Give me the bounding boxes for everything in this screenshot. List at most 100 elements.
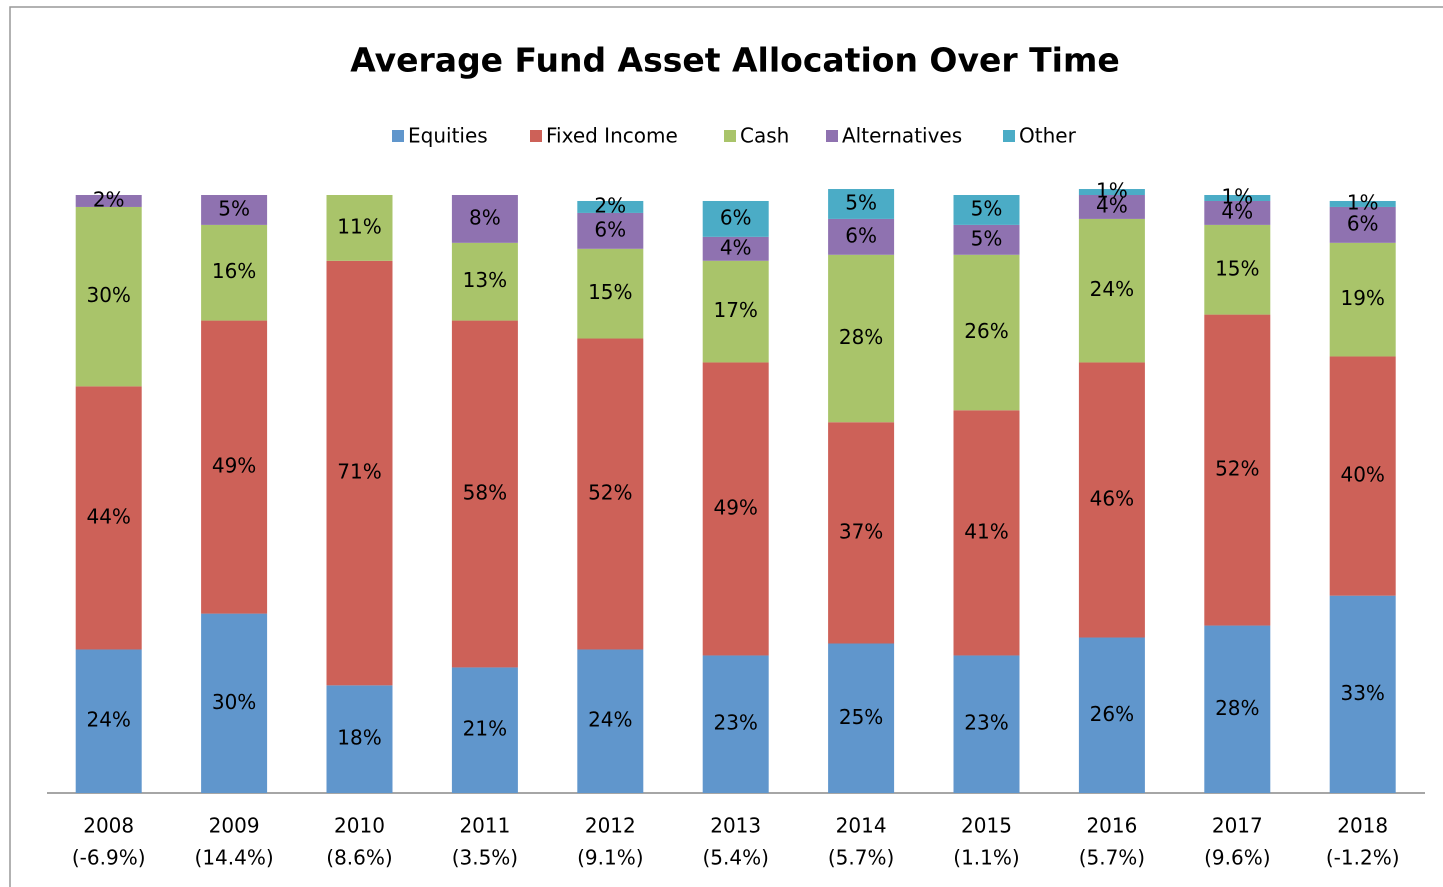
data-label: 30%	[86, 283, 130, 307]
data-label: 41%	[964, 519, 1008, 543]
bar-segment	[577, 212, 644, 249]
chart-frame	[9, 6, 1443, 887]
bar-segment	[1204, 224, 1271, 315]
bar-segment	[828, 254, 895, 423]
bar-segment	[451, 320, 518, 668]
x-tick-sublabel: (5.7%)	[1079, 846, 1145, 870]
data-label: 4%	[1096, 193, 1128, 217]
data-label: 49%	[212, 454, 256, 478]
data-label: 26%	[1090, 702, 1134, 726]
data-label: 6%	[594, 217, 626, 241]
data-label: 23%	[713, 711, 757, 735]
bar-segment	[828, 422, 895, 644]
x-tick-label: 2017	[1212, 814, 1263, 838]
bar-segment	[1204, 195, 1271, 201]
bar-segment	[1329, 242, 1396, 357]
bar-segment	[1078, 362, 1145, 638]
data-label: 11%	[337, 214, 381, 238]
x-tick-sublabel: (-6.9%)	[72, 846, 146, 870]
bar-segment	[326, 260, 393, 686]
data-label: 15%	[588, 280, 632, 304]
bar-segment	[75, 195, 142, 207]
data-label: 4%	[1221, 199, 1253, 223]
data-label: 71%	[337, 460, 381, 484]
x-tick-sublabel: (9.6%)	[1204, 846, 1270, 870]
legend-label: Other	[1019, 124, 1077, 148]
bar-segment	[828, 189, 895, 219]
legend-swatch	[826, 130, 838, 142]
data-label: 13%	[463, 268, 507, 292]
data-label: 5%	[971, 226, 1003, 250]
data-label: 19%	[1340, 286, 1384, 310]
chart-title: Average Fund Asset Allocation Over Time	[350, 41, 1119, 80]
data-label: 21%	[463, 717, 507, 741]
bar-segment	[828, 218, 895, 255]
bar-segment	[953, 195, 1020, 225]
data-label: 2%	[594, 193, 626, 217]
x-tick-sublabel: (8.6%)	[326, 846, 392, 870]
bar-segment	[451, 667, 518, 793]
bar-segment	[702, 236, 769, 261]
legend-swatch	[724, 130, 736, 142]
bar-segment	[1329, 206, 1396, 243]
data-label: 58%	[463, 481, 507, 505]
bar-segment	[1329, 595, 1396, 793]
data-label: 5%	[218, 196, 250, 220]
bar-segment	[953, 224, 1020, 255]
data-label: 40%	[1340, 463, 1384, 487]
bar-segment	[1204, 625, 1271, 793]
legend-label: Cash	[740, 124, 789, 148]
data-label: 6%	[845, 223, 877, 247]
data-label: 5%	[845, 190, 877, 214]
data-label: 24%	[588, 708, 632, 732]
data-label: 24%	[86, 708, 130, 732]
data-label: 28%	[839, 325, 883, 349]
bar-segment	[75, 206, 142, 387]
bar-segment	[577, 248, 644, 339]
x-tick-sublabel: (5.7%)	[828, 846, 894, 870]
bar-segment	[953, 254, 1020, 411]
bar-segment	[577, 338, 644, 650]
x-tick-label: 2018	[1337, 814, 1388, 838]
x-tick-label: 2008	[83, 814, 134, 838]
bar-segment	[577, 649, 644, 793]
bar-segment	[1078, 637, 1145, 793]
bar-segment	[702, 362, 769, 656]
x-tick-label: 2013	[710, 814, 761, 838]
bar-segment	[451, 242, 518, 321]
data-label: 46%	[1090, 486, 1134, 510]
data-label: 52%	[588, 481, 632, 505]
bar-segment	[1329, 200, 1396, 207]
x-tick-label: 2015	[961, 814, 1012, 838]
bar-segment	[201, 224, 268, 321]
x-tick-label: 2011	[459, 814, 510, 838]
bar-segment	[201, 320, 268, 614]
data-label: 5%	[971, 196, 1003, 220]
data-label: 26%	[964, 319, 1008, 343]
x-tick-label: 2009	[209, 814, 260, 838]
x-tick-label: 2016	[1086, 814, 1137, 838]
x-tick-sublabel: (-1.2%)	[1326, 846, 1400, 870]
bar-segment	[201, 613, 268, 793]
bar-segment	[201, 195, 268, 225]
x-tick-label: 2010	[334, 814, 385, 838]
data-label: 6%	[720, 205, 752, 229]
bar-segment	[1329, 356, 1396, 596]
data-label: 1%	[1221, 184, 1253, 208]
bar-segment	[953, 655, 1020, 793]
data-label: 23%	[964, 711, 1008, 735]
bar-segment	[1078, 189, 1145, 195]
legend-label: Equities	[408, 124, 488, 148]
bar-segment	[1078, 218, 1145, 363]
data-label: 33%	[1340, 681, 1384, 705]
data-label: 30%	[212, 690, 256, 714]
bar-segment	[702, 260, 769, 363]
data-label: 28%	[1215, 696, 1259, 720]
data-label: 25%	[839, 705, 883, 729]
x-tick-sublabel: (3.5%)	[452, 846, 518, 870]
bar-segment	[953, 410, 1020, 656]
data-label: 24%	[1090, 277, 1134, 301]
data-label: 8%	[469, 205, 501, 229]
x-tick-sublabel: (5.4%)	[702, 846, 768, 870]
